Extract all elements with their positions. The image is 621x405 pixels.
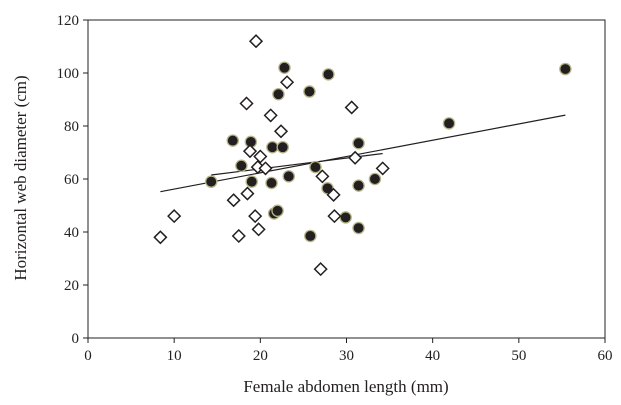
x-tick-label: 40 [425, 348, 440, 364]
plot-area: 0 10 20 30 40 50 60 0 20 40 60 80 100 120 [57, 13, 613, 364]
data-point-diamond [315, 169, 330, 184]
data-point-diamond [326, 187, 341, 202]
x-tick-label: 60 [598, 348, 613, 364]
data-point-circle [278, 61, 291, 74]
data-point-circle [276, 140, 289, 154]
y-tick-label: 40 [64, 225, 79, 241]
data-point-diamond [167, 209, 182, 224]
x-tick-label: 10 [167, 348, 182, 364]
data-point-diamond [279, 75, 295, 90]
y-tick-label: 0 [72, 331, 80, 347]
data-point-diamond [258, 161, 273, 176]
y-axis-title: Horizontal web diameter (cm) [11, 75, 30, 280]
data-point-circle [265, 176, 278, 190]
data-point-circle [272, 87, 285, 101]
x-tick-label: 0 [84, 348, 92, 364]
data-point-circle [309, 160, 322, 174]
data-point-circle [245, 175, 258, 188]
y-tick-label: 80 [64, 119, 79, 135]
y-tick-label: 120 [57, 13, 80, 29]
data-point-circle [235, 159, 248, 172]
data-point-diamond [263, 108, 278, 123]
data-point-diamond [231, 228, 246, 244]
data-point-circle [339, 211, 352, 224]
data-point-circle [271, 204, 284, 218]
data-point-diamond [273, 124, 289, 139]
x-tick-label: 20 [253, 348, 268, 364]
data-point-circle [352, 179, 365, 192]
data-point-circle [368, 172, 382, 186]
data-point-circle [282, 170, 296, 183]
x-tick-label: 30 [339, 348, 354, 364]
data-point-circle [226, 134, 240, 147]
data-point-diamond [248, 209, 263, 224]
data-point-diamond [375, 161, 390, 176]
data-point-circle [304, 229, 317, 243]
x-axis-title: Female abdomen length (mm) [243, 377, 448, 396]
data-point-circle [352, 221, 365, 235]
data-point-diamond [251, 222, 266, 237]
data-point-diamond [242, 144, 258, 159]
data-point-diamond [327, 209, 342, 224]
data-point-diamond [240, 186, 255, 201]
data-point-diamond [239, 96, 254, 111]
data-point-diamond [313, 262, 328, 277]
y-tick-label: 100 [57, 66, 80, 82]
data-point-diamond [226, 193, 241, 208]
data-point-diamond [344, 100, 359, 115]
data-point-circle [303, 85, 316, 98]
data-point-diamond [248, 34, 264, 49]
data-point-circle [266, 140, 279, 154]
x-tick-label: 50 [511, 348, 526, 364]
trend-line [160, 114, 566, 193]
data-point-diamond [348, 150, 363, 165]
data-point-circle [442, 117, 456, 130]
data-point-diamond [253, 149, 268, 164]
data-point-circle [352, 136, 365, 150]
data-point-circle [322, 68, 335, 81]
data-point-diamond [153, 230, 168, 245]
y-tick-label: 60 [64, 172, 79, 188]
y-tick-label: 20 [64, 278, 79, 294]
plot-frame [87, 19, 606, 339]
data-point-circle [204, 175, 218, 188]
data-point-circle [559, 62, 572, 76]
